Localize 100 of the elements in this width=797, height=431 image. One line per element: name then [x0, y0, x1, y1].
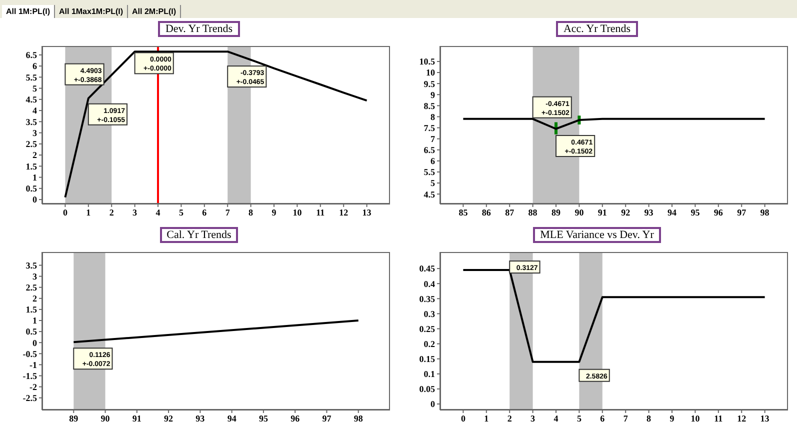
x-tick-label: 94 [227, 413, 237, 424]
y-tick-label: 2.5 [26, 139, 38, 150]
x-tick-label: 11 [316, 207, 326, 218]
y-tick-label: 1 [32, 172, 38, 182]
x-tick-label: 7 [623, 413, 628, 424]
y-tick-label: 8 [430, 112, 436, 122]
y-tick-label: 3.5 [26, 260, 38, 270]
x-tick-label: 0 [62, 207, 68, 218]
x-tick-label: 88 [528, 207, 538, 218]
x-tick-label: 9 [670, 413, 675, 424]
x-tick-label: 90 [574, 207, 584, 218]
y-tick-label: 9 [430, 90, 436, 100]
x-tick-label: 12 [339, 207, 349, 218]
x-tick-label: 12 [737, 413, 747, 424]
x-tick-label: 3 [132, 207, 138, 218]
y-tick-label: 3 [32, 128, 38, 138]
y-tick-label: 0.45 [419, 264, 436, 274]
y-tick-label: 5 [32, 83, 38, 94]
y-tick-label: 0 [32, 194, 38, 205]
y-tick-label: -0.5 [22, 348, 38, 359]
y-tick-label: 0.1 [424, 369, 436, 380]
x-tick-label: 8 [646, 413, 652, 424]
y-tick-label: 0.3 [424, 308, 436, 319]
x-tick-label: 3 [530, 413, 536, 424]
x-tick-label: 93 [644, 207, 654, 218]
x-tick-label: 87 [505, 207, 515, 218]
x-tick-label: 97 [737, 207, 747, 218]
text: All 1Max1M:PL(I) [55, 5, 128, 18]
x-tick-label: 95 [690, 207, 700, 218]
x-tick-label: 97 [322, 413, 332, 424]
x-tick-label: 98 [354, 413, 364, 424]
y-tick-label: 3 [32, 272, 38, 282]
y-tick-label: 6 [430, 156, 436, 166]
x-tick-label: 5 [576, 413, 582, 424]
y-tick-label: 6.5 [26, 50, 38, 60]
y-tick-label: 5 [430, 178, 436, 188]
x-tick-label: 10 [690, 413, 700, 424]
y-tick-label: 0.2 [424, 338, 436, 349]
y-tick-label: 8.5 [424, 100, 436, 111]
y-tick-label: -1 [30, 360, 38, 370]
y-tick-label: -2.5 [22, 393, 38, 404]
x-tick-label: 93 [196, 413, 206, 424]
y-tick-label: 4 [32, 106, 38, 116]
y-tick-label: 1.5 [26, 161, 38, 172]
chart-title: Dev. Yr Trends [158, 21, 240, 37]
text: All 2M:PL(I) [128, 5, 182, 18]
x-tick-label: 6 [600, 413, 606, 424]
x-tick-label: 91 [598, 207, 608, 218]
x-tick-label: 90 [100, 413, 110, 424]
x-tick-label: 5 [178, 207, 184, 218]
y-tick-label: 4.5 [26, 94, 38, 105]
x-tick-label: 2 [507, 413, 512, 424]
y-tick-label: 0.15 [419, 354, 436, 364]
x-tick-label: 89 [69, 413, 79, 424]
y-tick-label: 0.4 [424, 278, 436, 289]
chart-title: Cal. Yr Trends [160, 227, 238, 243]
x-tick-label: 4 [156, 207, 161, 218]
x-tick-label: 1 [86, 207, 92, 218]
line-series [64, 50, 368, 198]
x-tick-label: 8 [248, 207, 254, 218]
x-tick-label: 92 [621, 207, 631, 218]
x-tick-label: 86 [482, 207, 492, 218]
y-tick-label: 0.05 [419, 384, 436, 394]
x-tick-label: 94 [668, 207, 677, 218]
x-tick-label: 10 [292, 207, 302, 218]
y-tick-label: 1 [32, 316, 38, 326]
y-tick-label: 0 [430, 399, 436, 410]
chart-title: MLE Variance vs Dev. Yr [533, 227, 661, 243]
x-tick-label: 11 [714, 413, 724, 424]
y-tick-label: 0 [32, 338, 38, 348]
y-tick-label: 10.5 [419, 56, 436, 67]
y-tick-label: 4.5 [424, 189, 436, 200]
x-tick-label: 4 [554, 413, 559, 424]
y-tick-label: 1.5 [26, 304, 38, 315]
y-tick-label: 0.35 [419, 294, 436, 304]
y-tick-label: 10 [426, 68, 436, 78]
x-tick-label: 0 [460, 413, 466, 424]
y-tick-label: 0.25 [419, 324, 436, 334]
y-tick-label: 5.5 [424, 167, 436, 178]
x-tick-label: 13 [362, 207, 372, 218]
x-tick-label: 85 [458, 207, 468, 218]
x-tick-label: 96 [714, 207, 724, 218]
x-tick-label: 98 [760, 207, 770, 218]
y-tick-label: 2 [32, 294, 38, 304]
x-tick-label: 2 [109, 207, 114, 218]
x-tick-label: 95 [258, 413, 268, 424]
x-tick-label: 9 [272, 207, 277, 218]
y-tick-label: 3.5 [26, 116, 38, 127]
x-tick-label: 96 [290, 413, 300, 424]
y-tick-label: 6 [32, 61, 38, 72]
y-tick-label: 0.5 [26, 184, 38, 194]
text: All 1M:PL(I) [2, 5, 55, 18]
y-tick-label: 6.5 [424, 145, 436, 156]
x-tick-label: 13 [760, 413, 770, 424]
y-tick-label: -2 [30, 382, 38, 392]
x-tick-label: 7 [225, 207, 230, 218]
y-tick-label: 0.5 [26, 326, 38, 337]
x-tick-label: 91 [132, 413, 142, 424]
chart-title: Acc. Yr Trends [556, 21, 638, 37]
y-tick-label: 2.5 [26, 282, 38, 293]
